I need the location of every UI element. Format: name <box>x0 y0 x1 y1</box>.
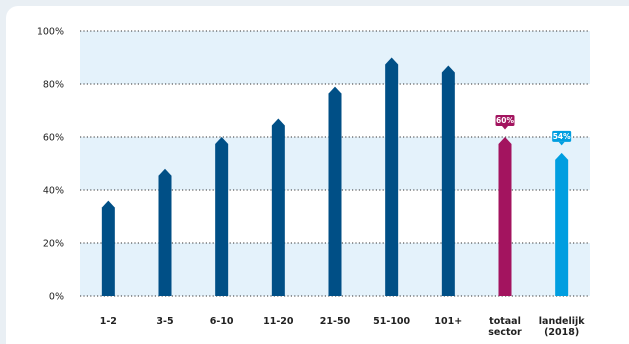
chart-bars <box>101 57 569 297</box>
bar <box>385 57 399 296</box>
data-label: 60% <box>496 116 514 125</box>
x-tick-label: sector <box>488 327 522 338</box>
y-axis-ticks: 0% 20% 40% 60% 80% 100% <box>37 27 64 303</box>
x-tick-label: 1-2 <box>100 316 117 327</box>
data-label-box <box>552 130 572 142</box>
y-tick-label: 0% <box>49 292 64 303</box>
bar <box>271 118 285 296</box>
x-tick-label: landelijk <box>539 316 585 327</box>
x-tick-label: totaal <box>489 316 521 327</box>
bar <box>101 200 115 296</box>
x-tick-label: 101+ <box>434 316 462 327</box>
x-tick-label: 11-20 <box>263 316 294 327</box>
data-label-pointer <box>558 141 565 146</box>
x-tick-label: 6-10 <box>210 316 234 327</box>
data-label-box <box>495 115 515 126</box>
x-tick-label: (2018) <box>544 327 579 338</box>
bar <box>555 152 569 296</box>
bar <box>328 86 342 297</box>
y-tick-label: 60% <box>43 133 64 144</box>
x-tick-label: 21-50 <box>320 316 351 327</box>
y-tick-label: 40% <box>43 186 64 197</box>
bar <box>498 137 512 296</box>
bar <box>215 137 229 296</box>
y-tick-label: 80% <box>43 80 64 91</box>
chart-band <box>80 31 590 84</box>
y-tick-label: 20% <box>43 239 64 250</box>
y-tick-label: 100% <box>37 27 64 38</box>
bar <box>158 168 172 296</box>
x-tick-label: 3-5 <box>156 316 173 327</box>
data-label: 54% <box>553 132 571 141</box>
bar <box>441 65 455 296</box>
x-axis-ticks: 1-2 3-5 6-10 11-20 21-50 51-100 101+ totaalsect… <box>100 316 585 338</box>
data-labels: 60% 54% <box>495 115 572 146</box>
x-tick-label: 51-100 <box>373 316 410 327</box>
data-label-pointer <box>502 126 508 130</box>
